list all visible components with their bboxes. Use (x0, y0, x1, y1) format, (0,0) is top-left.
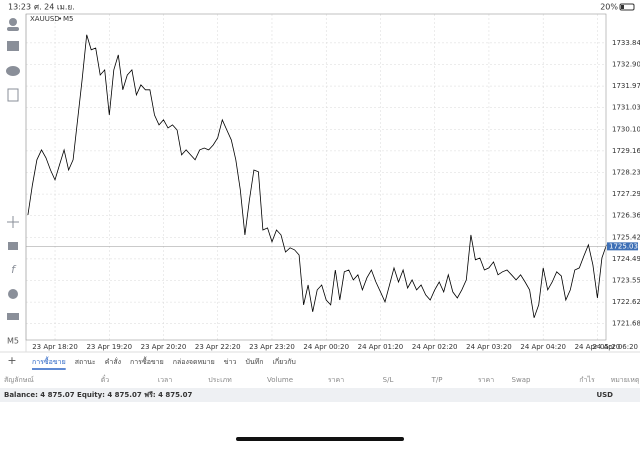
tab[interactable]: เกี่ยวกับ (273, 357, 296, 366)
left-toolbar: f (6, 18, 20, 320)
y-tick-label: 1724.490 (612, 255, 640, 263)
tab[interactable]: คำสั่ง (105, 357, 121, 366)
column-header: หมายเหตุ (611, 376, 640, 384)
x-tick-label: 23 Apr 18:20 (32, 343, 78, 351)
x-tick-label: 23 Apr 23:20 (249, 343, 295, 351)
y-tick-label: 1721.685 (612, 320, 640, 328)
tabs: การซื้อขาย สถานะ คำสั่ง การซื้อขาย กล่องจดหม… (32, 355, 296, 370)
tab[interactable]: การซื้อขาย (32, 355, 66, 366)
tab[interactable]: ข่าว (224, 358, 237, 366)
template-icon[interactable] (7, 313, 19, 320)
x-tick-label: 24 Apr 01:20 (358, 343, 404, 351)
current-price-label: 1725.033 (609, 242, 640, 250)
timeframe-button[interactable]: M5 (7, 337, 19, 346)
x-tick-label: 23 Apr 20:20 (141, 343, 187, 351)
tab[interactable]: กล่องจดหมาย (173, 358, 215, 366)
home-indicator (236, 437, 404, 441)
status-time: 13:23 (8, 3, 31, 12)
chart-separator: • (58, 15, 62, 23)
column-header: T/P (431, 376, 443, 384)
chat-icon[interactable] (6, 66, 20, 76)
add-button[interactable]: + (7, 354, 16, 367)
trade-icon[interactable] (7, 41, 19, 51)
account-summary: Balance: 4 875.07 Equity: 4 875.07 ฟรี: … (4, 391, 193, 399)
x-tick-label: 24 Apr 02:20 (412, 343, 458, 351)
x-tick-label: 24 Apr 05:20 (575, 343, 621, 351)
crosshair-icon[interactable] (7, 216, 19, 228)
account-icon[interactable] (7, 27, 19, 31)
y-tick-label: 1722.620 (612, 298, 640, 306)
plot-frame (25, 13, 607, 341)
chart-timeframe: M5 (63, 15, 74, 23)
objects-icon[interactable] (8, 289, 18, 299)
y-tick-label: 1731.970 (612, 82, 640, 90)
account-icon[interactable] (9, 18, 17, 26)
y-tick-label: 1729.165 (612, 147, 640, 155)
status-battery: 20% (600, 3, 618, 12)
x-tick-label: 24 Apr 06:20 (592, 343, 638, 351)
x-tick-label: 24 Apr 03:20 (466, 343, 512, 351)
y-tick-label: 1728.230 (612, 168, 640, 176)
table-header: สัญลักษณ์ ตั๋ว เวลา ประเภท Volume ราคา S/L T/P ร… (4, 375, 640, 384)
battery-level (621, 5, 624, 9)
balance-bar (0, 388, 640, 402)
column-header: กำไร (579, 375, 595, 384)
y-tick-label: 1730.100 (612, 125, 640, 133)
y-tick-label: 1726.360 (612, 212, 640, 220)
y-tick-label: 1725.425 (612, 233, 640, 241)
chart-symbol: XAUUSD (30, 15, 60, 23)
y-tick-label: 1731.035 (612, 104, 640, 112)
column-header: สัญลักษณ์ (4, 376, 34, 384)
y-tick-label: 1727.295 (612, 190, 640, 198)
current-price-box (607, 242, 638, 251)
tab[interactable]: การซื้อขาย (130, 355, 164, 366)
account-currency: USD (596, 391, 613, 399)
column-header: ประเภท (208, 376, 232, 384)
column-header: Swap (512, 376, 531, 384)
x-tick-label: 24 Apr 04:20 (520, 343, 566, 351)
x-tick-label: 23 Apr 22:20 (195, 343, 241, 351)
chart-type-icon[interactable] (8, 242, 18, 250)
column-header: ราคา (478, 376, 494, 384)
column-header: Volume (267, 376, 293, 384)
indicator-icon[interactable]: f (11, 263, 17, 276)
status-date: ศ. 24 เม.ย. (34, 3, 75, 12)
y-tick-label: 1723.555 (612, 277, 640, 285)
price-line (27, 34, 607, 318)
column-header: ราคา (328, 376, 344, 384)
tab[interactable]: บันทึก (245, 357, 263, 366)
column-header: เวลา (158, 376, 173, 384)
x-tick-label: 23 Apr 19:20 (86, 343, 132, 351)
column-header: ตั๋ว (101, 375, 110, 384)
plot: 1721.685 1722.620 1723.555 1724.490 1725.425… (26, 14, 640, 351)
y-tick-label: 1733.840 (612, 39, 640, 47)
y-tick-label: 1732.905 (612, 60, 640, 68)
tab[interactable]: สถานะ (75, 358, 96, 366)
x-tick-label: 24 Apr 00:20 (303, 343, 349, 351)
add-icon[interactable] (7, 88, 19, 102)
battery-icon (619, 3, 635, 11)
column-header: S/L (383, 376, 394, 384)
